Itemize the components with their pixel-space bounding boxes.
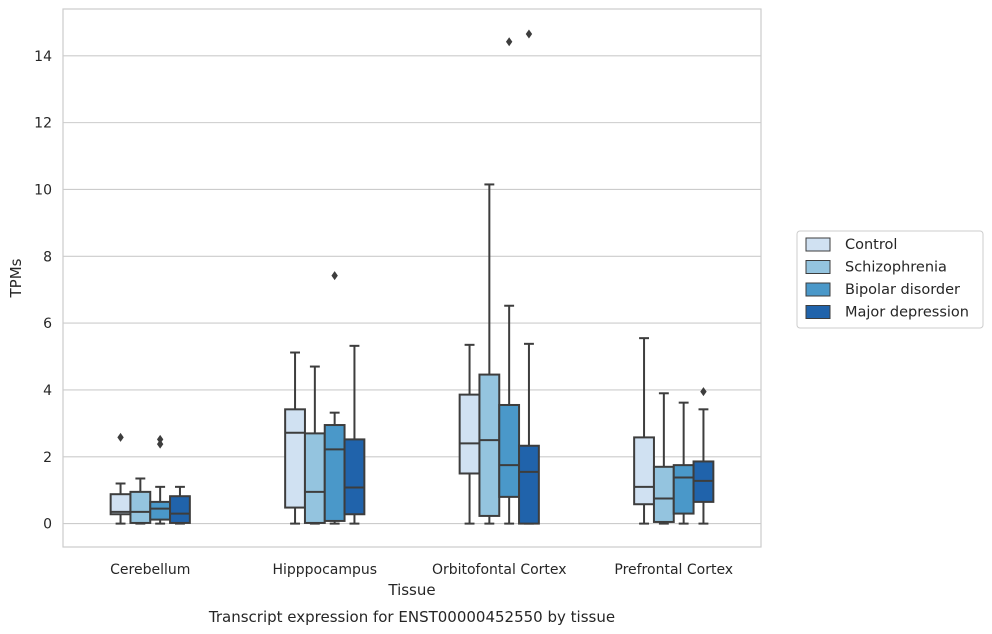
legend-swatch (805, 305, 831, 319)
x-tick-label: Hipppocampus (272, 562, 377, 578)
box-body (458, 393, 481, 475)
plot-frame (62, 8, 762, 548)
legend-swatch (805, 260, 831, 274)
legend-label: Major depression (845, 305, 969, 321)
box-bipolar-disorder (672, 401, 695, 525)
y-tick-label: 12 (34, 116, 52, 132)
x-tick-label: Prefrontal Cortex (614, 562, 733, 578)
box-body (129, 490, 152, 524)
outlier-marker (331, 271, 338, 281)
y-tick-label: 6 (43, 316, 52, 332)
outlier-marker (156, 439, 164, 449)
box-body (672, 464, 695, 515)
y-tick-label: 10 (34, 182, 52, 198)
box-major-depression (518, 29, 540, 525)
y-axis-label: TPMs (7, 258, 25, 298)
x-tick-label: Orbitofontal Cortex (432, 562, 567, 578)
box-control (633, 337, 655, 525)
box-body (478, 373, 501, 517)
box-bipolar-disorder (149, 434, 172, 525)
y-tick-label: 8 (43, 249, 52, 265)
box-control (458, 343, 481, 525)
box-body (498, 403, 521, 498)
legend-label: Control (845, 237, 897, 253)
box-body (518, 444, 540, 525)
box-body (169, 495, 191, 524)
y-tick-label: 4 (43, 383, 52, 399)
box-schizophrenia (652, 392, 675, 525)
box-body (343, 438, 366, 516)
legend-swatch (805, 237, 831, 252)
chart-title: Transcript expression for ENST0000045255… (208, 608, 615, 626)
box-bipolar-disorder (498, 37, 521, 525)
legend-frame (796, 230, 984, 329)
box-control (284, 351, 306, 525)
outlier-marker (525, 29, 533, 39)
outlier-marker (700, 387, 707, 397)
legend-label: Schizophrenia (845, 260, 947, 276)
x-axis-label: Tissue (387, 581, 435, 599)
outlier-marker (505, 37, 513, 47)
y-tick-label: 14 (34, 49, 52, 65)
box-major-depression (692, 387, 715, 525)
legend: Control Schizophrenia Bipolar disorder Majo… (796, 230, 984, 329)
box-body (633, 436, 655, 506)
box-schizophrenia (478, 183, 501, 525)
box-groups (109, 29, 715, 525)
box-bipolar-disorder (323, 271, 346, 525)
legend-label: Bipolar disorder (845, 282, 960, 298)
box-body (303, 432, 326, 524)
outlier-marker (156, 434, 164, 444)
box-body (323, 424, 346, 522)
box-major-depression (169, 485, 191, 525)
box-body (652, 465, 675, 523)
grid-lines (63, 55, 761, 525)
y-tick-label: 2 (43, 450, 52, 466)
axis-ticks: 0 2 4 6 8 10 12 14 Cerebellum Hipppocampus Orbitof… (34, 49, 733, 578)
box-schizophrenia (129, 477, 152, 525)
x-tick-label: Cerebellum (110, 562, 190, 578)
y-tick-label: 0 (43, 517, 52, 533)
box-major-depression (343, 344, 366, 525)
box-body (284, 408, 306, 509)
box-body (149, 500, 172, 521)
legend-swatch (805, 282, 831, 297)
box-control (109, 432, 132, 525)
outlier-marker (117, 432, 124, 442)
